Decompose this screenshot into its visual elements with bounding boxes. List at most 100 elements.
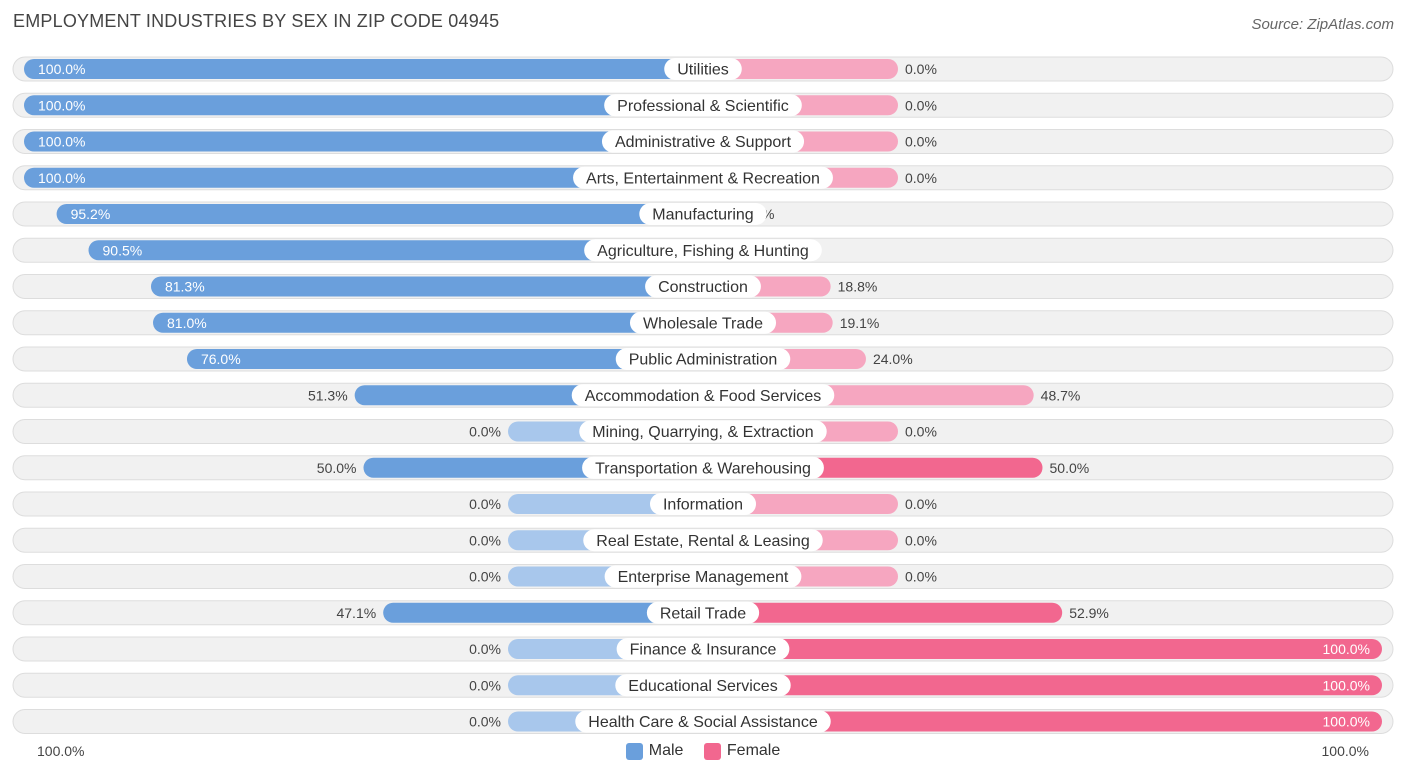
category-label: Enterprise Management bbox=[618, 569, 789, 586]
legend-item-male[interactable]: Male bbox=[625, 742, 684, 760]
value-label-male: 0.0% bbox=[469, 641, 501, 657]
bar-male bbox=[153, 312, 703, 333]
category-pill bbox=[601, 130, 805, 153]
bar-male bbox=[56, 204, 704, 224]
bar-male bbox=[186, 349, 703, 369]
bar-male bbox=[24, 131, 703, 152]
value-label-male: 0.0% bbox=[469, 569, 501, 585]
category-pill bbox=[579, 420, 827, 443]
value-label-female: 50.0% bbox=[1050, 460, 1090, 476]
bar-male bbox=[88, 240, 703, 261]
category-label: Public Administration bbox=[629, 352, 778, 369]
value-label-male: 0.0% bbox=[469, 496, 501, 512]
chart-title: EMPLOYMENT INDUSTRIES BY SEX IN ZIP CODE… bbox=[13, 11, 500, 31]
bar-male bbox=[24, 59, 703, 79]
value-label-female: 100.0% bbox=[1323, 677, 1370, 693]
category-pill bbox=[639, 203, 767, 225]
bar-female bbox=[703, 639, 1382, 659]
axis-left-label: 100.0% bbox=[37, 743, 85, 759]
bar-male bbox=[24, 167, 703, 188]
category-label: Construction bbox=[658, 279, 748, 296]
category-pill bbox=[583, 529, 823, 552]
category-label: Wholesale Trade bbox=[643, 315, 763, 332]
legend-label-male: Male bbox=[648, 742, 684, 759]
value-label-female: 0.0% bbox=[905, 496, 937, 512]
value-label-male: 81.3% bbox=[165, 279, 205, 295]
value-label-female: 0.0% bbox=[905, 532, 937, 548]
category-label: Utilities bbox=[677, 62, 729, 79]
category-label: Finance & Insurance bbox=[630, 642, 777, 659]
value-label-male: 81.0% bbox=[167, 315, 207, 331]
bar-male bbox=[150, 276, 703, 297]
bar-male bbox=[383, 602, 703, 623]
category-label: Health Care & Social Assistance bbox=[588, 714, 818, 731]
value-label-male: 0.0% bbox=[469, 424, 501, 440]
value-label-male: 90.5% bbox=[103, 242, 143, 258]
category-label: Educational Services bbox=[628, 678, 777, 695]
category-label: Retail Trade bbox=[660, 605, 746, 622]
category-pill bbox=[604, 94, 802, 117]
category-pill bbox=[571, 384, 835, 407]
legend: Male Female bbox=[0, 742, 1406, 765]
category-pill bbox=[629, 311, 777, 334]
legend-item-female[interactable]: Female bbox=[703, 742, 781, 760]
category-pill bbox=[604, 565, 802, 588]
category-pill bbox=[615, 674, 791, 697]
value-label-female: 18.8% bbox=[838, 279, 878, 295]
value-label-female: 100.0% bbox=[1323, 714, 1370, 730]
value-label-female: 0.0% bbox=[905, 97, 937, 113]
value-label-male: 100.0% bbox=[38, 97, 85, 113]
category-pill bbox=[615, 348, 791, 370]
category-label: Information bbox=[663, 497, 743, 514]
value-label-female: 0.0% bbox=[905, 170, 937, 186]
value-label-female: 52.9% bbox=[1069, 605, 1109, 621]
bar-male bbox=[24, 95, 703, 116]
category-label: Manufacturing bbox=[652, 207, 753, 224]
value-label-male: 47.1% bbox=[336, 605, 376, 621]
category-label: Transportation & Warehousing bbox=[595, 460, 811, 477]
bar-female bbox=[703, 59, 898, 79]
category-label: Mining, Quarrying, & Extraction bbox=[592, 424, 813, 441]
value-label-female: 48.7% bbox=[1041, 387, 1081, 403]
value-label-female: 24.0% bbox=[873, 351, 913, 367]
value-label-male: 100.0% bbox=[38, 134, 85, 150]
value-label-female: 0.0% bbox=[905, 61, 937, 77]
legend-swatch-female bbox=[703, 742, 721, 760]
value-label-male: 0.0% bbox=[469, 677, 501, 693]
category-label: Professional & Scientific bbox=[617, 98, 789, 115]
category-pill bbox=[645, 275, 761, 298]
value-label-male: 95.2% bbox=[71, 206, 111, 222]
value-label-male: 76.0% bbox=[201, 351, 241, 367]
value-label-male: 100.0% bbox=[38, 61, 85, 77]
category-pill bbox=[582, 456, 824, 479]
category-pill bbox=[573, 166, 833, 189]
value-label-male: 100.0% bbox=[38, 170, 85, 186]
value-label-female: 100.0% bbox=[1323, 641, 1370, 657]
category-label: Real Estate, Rental & Leasing bbox=[596, 533, 809, 550]
value-label-female: 0.0% bbox=[905, 134, 937, 150]
bar-female bbox=[703, 675, 1382, 696]
legend-label-female: Female bbox=[726, 742, 781, 759]
source-label: Source: ZipAtlas.com bbox=[1251, 16, 1394, 33]
category-pill bbox=[646, 601, 760, 624]
category-label: Accommodation & Food Services bbox=[585, 388, 822, 405]
category-pill bbox=[584, 239, 822, 262]
value-label-male: 0.0% bbox=[469, 714, 501, 730]
value-label-male: 50.0% bbox=[317, 460, 357, 476]
category-pill bbox=[664, 58, 742, 80]
category-label: Administrative & Support bbox=[615, 134, 792, 151]
value-label-female: 19.1% bbox=[840, 315, 880, 331]
bar-female bbox=[703, 711, 1382, 732]
category-pill bbox=[575, 710, 831, 733]
legend-swatch-male bbox=[625, 742, 643, 760]
value-label-male: 51.3% bbox=[308, 387, 348, 403]
category-label: Arts, Entertainment & Recreation bbox=[586, 170, 820, 187]
category-pill bbox=[616, 638, 790, 660]
axis-right-label: 100.0% bbox=[1321, 743, 1369, 759]
chart-canvas: 100.0% 0.0% Utilities 100.0% 0.0% Professiona… bbox=[12, 56, 1394, 734]
bar-female bbox=[703, 602, 1063, 623]
value-label-male: 0.0% bbox=[469, 532, 501, 548]
value-label-female: 0.0% bbox=[905, 569, 937, 585]
category-pill bbox=[649, 493, 757, 515]
value-label-female: 0.0% bbox=[905, 424, 937, 440]
